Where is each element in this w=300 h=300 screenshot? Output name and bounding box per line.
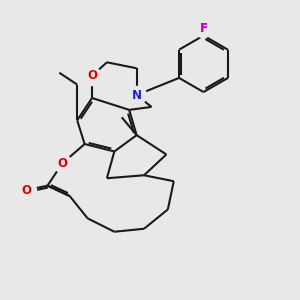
Text: N: N <box>132 88 142 101</box>
Text: O: O <box>87 69 97 82</box>
Text: F: F <box>200 22 208 34</box>
Text: F: F <box>200 22 208 34</box>
Text: O: O <box>22 184 32 196</box>
Text: O: O <box>57 157 67 170</box>
